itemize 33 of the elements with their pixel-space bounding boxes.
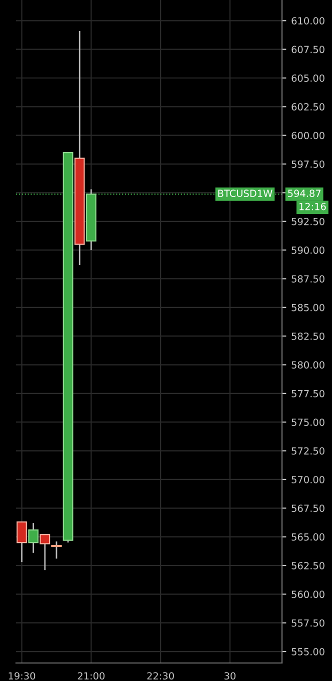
x-tick-label: 30 [224, 672, 236, 680]
y-tick-label: 555.00 [292, 648, 324, 656]
y-tick-label: 592.50 [292, 218, 324, 226]
y-tick-label: 580.00 [292, 361, 324, 369]
y-tick-label: 570.00 [292, 476, 324, 484]
candlestick [16, 521, 27, 563]
y-tick-label: 602.50 [292, 103, 324, 111]
y-tick-label: 582.50 [292, 332, 324, 340]
candlestick [28, 522, 39, 554]
candlestick [40, 534, 50, 571]
y-tick-label: 610.00 [292, 17, 324, 24]
y-tick-label: 605.00 [292, 74, 324, 82]
x-tick-label: 22:30 [147, 672, 174, 680]
x-tick-label: 19:30 [8, 672, 36, 680]
y-tick-label: 585.00 [292, 304, 324, 312]
y-tick-label: 575.00 [292, 418, 324, 426]
y-tick-label: 597.50 [292, 160, 324, 168]
y-tick-label: 557.50 [292, 619, 324, 627]
text: 594.87 [288, 190, 321, 198]
ref-line-label: BTCUSD1W [218, 190, 272, 198]
y-tick-label: 572.50 [292, 447, 324, 455]
candlestick [50, 540, 62, 560]
x-tick-label: 21:00 [78, 672, 105, 680]
y-tick-label: 567.50 [292, 504, 324, 512]
y-tick-label: 562.50 [292, 562, 324, 570]
text: 12:16 [300, 202, 326, 210]
y-tick-label: 560.00 [292, 590, 324, 598]
y-tick-label: 587.50 [292, 275, 324, 283]
y-tick-label: 590.00 [292, 246, 324, 254]
y-tick-label: 577.50 [292, 390, 324, 398]
y-tick-label: 565.00 [292, 533, 324, 541]
y-tick-label: 607.50 [292, 46, 324, 54]
y-tick-label: 600.00 [292, 132, 324, 140]
